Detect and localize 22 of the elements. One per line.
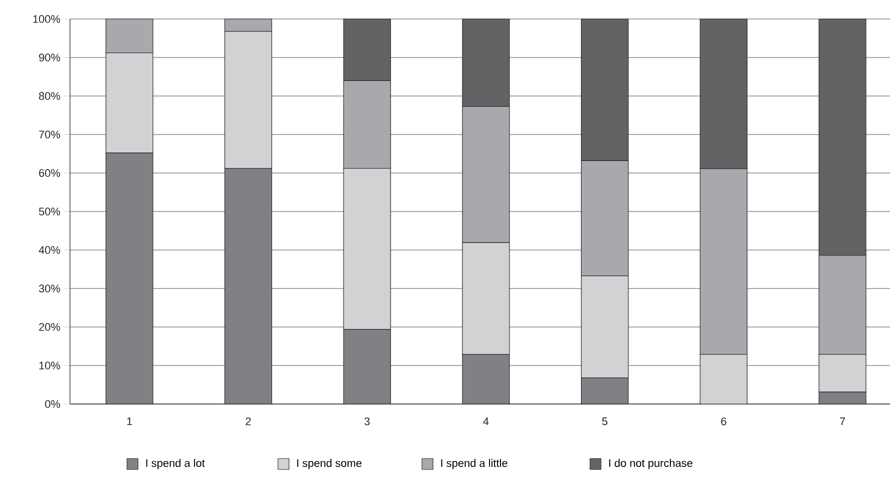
y-tick-label: 80% — [39, 92, 60, 100]
y-tick-label: 100% — [33, 15, 60, 23]
legend-label: I spend a little — [441, 458, 508, 470]
legend-label: I spend a lot — [146, 458, 205, 470]
x-tick-label: 7 — [840, 418, 845, 426]
legend-label: I spend some — [297, 458, 362, 470]
x-tick-label: 4 — [483, 418, 489, 426]
x-tick-label: 3 — [364, 418, 370, 426]
y-tick-label: 50% — [38, 208, 60, 216]
x-tick-label: 1 — [127, 418, 132, 426]
y-tick-label: 90% — [39, 54, 60, 62]
x-tick-label: 6 — [721, 418, 726, 426]
y-tick-label: 10% — [39, 362, 60, 370]
y-tick-label: 0% — [45, 400, 60, 408]
x-tick-label: 2 — [246, 418, 251, 426]
legend-label: I do not purchase — [609, 458, 692, 470]
x-tick-label: 5 — [602, 418, 608, 426]
y-tick-label: 70% — [39, 130, 60, 138]
y-tick-label: 60% — [39, 169, 60, 177]
y-tick-label: 20% — [39, 323, 60, 331]
y-tick-label: 40% — [38, 246, 60, 254]
y-tick-label: 30% — [38, 284, 60, 292]
